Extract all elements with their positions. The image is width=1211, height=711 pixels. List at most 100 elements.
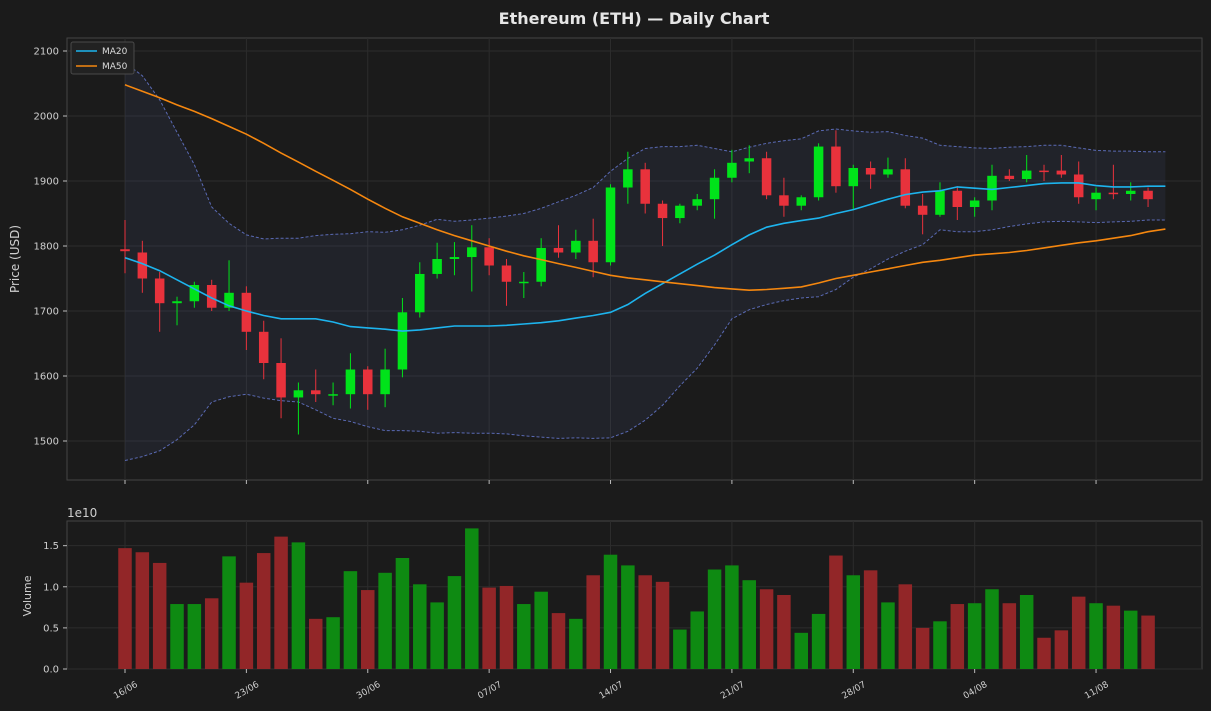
volume-bar	[811, 613, 826, 669]
price-grid	[67, 38, 1202, 480]
candle-body	[744, 158, 754, 162]
legend-ma20-label: MA20	[102, 47, 128, 57]
volume-bar	[742, 580, 756, 669]
candle-body	[571, 240, 581, 253]
candle-body	[1125, 190, 1136, 194]
legend: MA20 MA50	[70, 41, 135, 75]
volume-bar	[551, 613, 566, 669]
candle-body	[692, 199, 702, 206]
candle-body	[605, 187, 616, 263]
volume-bar	[395, 558, 410, 669]
volume-bar	[430, 602, 444, 669]
volume-bar	[239, 582, 254, 669]
volume-bar	[655, 581, 670, 669]
candle-body	[865, 168, 876, 175]
volume-tick-label: 0.0	[43, 665, 59, 676]
volume-bar	[1037, 637, 1051, 669]
candle-body	[484, 247, 494, 266]
price-tick-label: 2000	[34, 112, 59, 123]
volume-bars	[118, 528, 1155, 669]
volume-bar	[1141, 615, 1155, 669]
ma50-line	[124, 84, 1166, 292]
candle-body	[293, 390, 304, 398]
volume-bar	[170, 604, 184, 669]
candle-body	[241, 292, 252, 332]
candle-body	[675, 205, 685, 219]
volume-tick-label: 1.0	[43, 582, 59, 593]
candle-body	[883, 169, 893, 175]
price-tick-label: 1600	[34, 372, 59, 383]
volume-bar	[1106, 605, 1121, 669]
volume-bar	[1054, 630, 1069, 669]
volume-bar	[447, 576, 462, 669]
volume-bar	[794, 632, 809, 669]
candle-body	[137, 252, 148, 279]
x-tick-label: 11/08	[1083, 680, 1111, 702]
candle-body	[1143, 190, 1153, 200]
volume-bar	[1019, 595, 1034, 669]
volume-bar	[1123, 610, 1138, 669]
candle-body	[345, 369, 356, 395]
candle-body	[1021, 170, 1032, 180]
price-tick-label: 1500	[34, 437, 59, 448]
candle-body	[657, 203, 668, 219]
candle-body	[519, 281, 529, 284]
candle-body	[1091, 192, 1101, 200]
candle-body	[120, 249, 130, 252]
candle-body	[900, 169, 911, 206]
candle-body	[727, 162, 737, 178]
volume-bar	[291, 542, 306, 669]
volume-bar	[707, 569, 722, 669]
candle-body	[1004, 175, 1015, 180]
candle-body	[363, 369, 373, 395]
volume-tick-label: 1.5	[43, 541, 59, 552]
volume-bar	[829, 555, 843, 669]
volume-bar	[482, 587, 496, 669]
volume-bar	[152, 562, 167, 669]
candle-body	[432, 259, 442, 274]
volume-bar	[638, 575, 652, 669]
volume-bar	[118, 548, 132, 669]
volume-bar	[621, 565, 635, 669]
price-plot-area	[66, 37, 1203, 481]
volume-bar	[499, 585, 514, 669]
x-tick-label: 07/07	[476, 680, 503, 702]
price-y-axis-label: Price (USD)	[8, 225, 22, 293]
x-tick-label: 14/07	[598, 680, 625, 702]
candle-body	[154, 278, 165, 304]
volume-bar	[898, 584, 913, 669]
candle-body	[1108, 192, 1119, 195]
volume-tick-label: 0.5	[43, 623, 59, 634]
candle-body	[258, 331, 269, 363]
x-tick-label: 21/07	[719, 680, 746, 702]
price-tick-label: 1900	[34, 177, 59, 188]
candle-body	[969, 200, 980, 207]
candle-body	[310, 390, 321, 395]
volume-bar	[950, 604, 965, 669]
candle-body	[467, 247, 477, 258]
volume-bar	[361, 590, 375, 669]
volume-bar	[204, 598, 219, 669]
candle-body	[536, 247, 546, 282]
volume-bar	[846, 575, 861, 669]
candle-body	[380, 369, 390, 395]
volume-bar	[413, 584, 427, 669]
candle-body	[206, 285, 217, 308]
candle-body	[501, 265, 512, 282]
volume-bar	[1071, 596, 1086, 669]
price-tick-label: 1700	[34, 307, 59, 318]
bollinger-upper-line	[124, 62, 1166, 240]
candle-body	[224, 292, 234, 308]
volume-bar	[863, 570, 878, 669]
candle-body	[761, 158, 772, 196]
volume-bar	[343, 571, 358, 669]
x-tick-label: 23/06	[234, 680, 262, 702]
candles	[120, 130, 1153, 435]
volume-y-axis-label: Volume	[21, 575, 34, 616]
candle-body	[189, 285, 200, 302]
x-tick-label: 16/06	[112, 680, 140, 702]
candle-body	[848, 168, 859, 187]
volume-bar	[673, 629, 687, 669]
volume-bar	[759, 589, 774, 669]
